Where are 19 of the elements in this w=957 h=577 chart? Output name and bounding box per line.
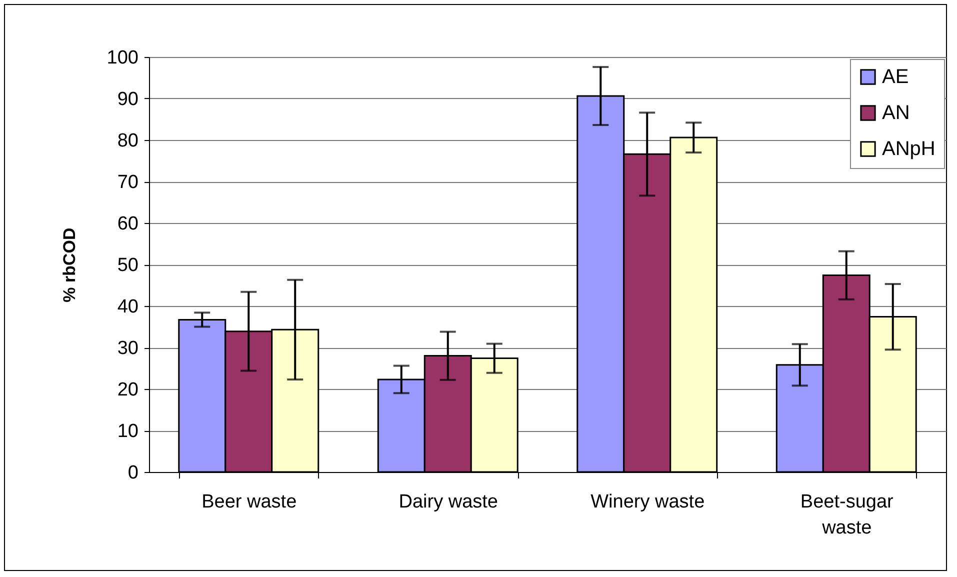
y-tick-label: 10 bbox=[117, 421, 138, 442]
y-tick-label: 100 bbox=[106, 48, 138, 68]
x-tick-label: Beet-sugar waste bbox=[800, 492, 894, 538]
y-tick-label: 50 bbox=[117, 255, 138, 276]
y-tick-label: 80 bbox=[117, 130, 138, 152]
x-tick-label: Dairy waste bbox=[398, 492, 498, 512]
y-tick-label: 20 bbox=[117, 380, 138, 400]
legend-label: AE bbox=[882, 66, 909, 88]
legend-label: ANpH bbox=[882, 138, 936, 160]
x-tick-label: Winery waste bbox=[590, 492, 705, 512]
y-tick-label: 70 bbox=[117, 172, 138, 193]
y-tick-label: 90 bbox=[117, 89, 138, 110]
y-tick-label: 30 bbox=[117, 338, 138, 359]
y-tick-label: 60 bbox=[117, 214, 138, 234]
y-tick-label: 0 bbox=[128, 462, 138, 484]
y-tick-label: 40 bbox=[117, 296, 138, 318]
x-tick-label: Beer waste bbox=[202, 492, 297, 512]
y-axis-title: % rbCOD bbox=[60, 228, 79, 302]
legend-label: AN bbox=[882, 102, 910, 124]
